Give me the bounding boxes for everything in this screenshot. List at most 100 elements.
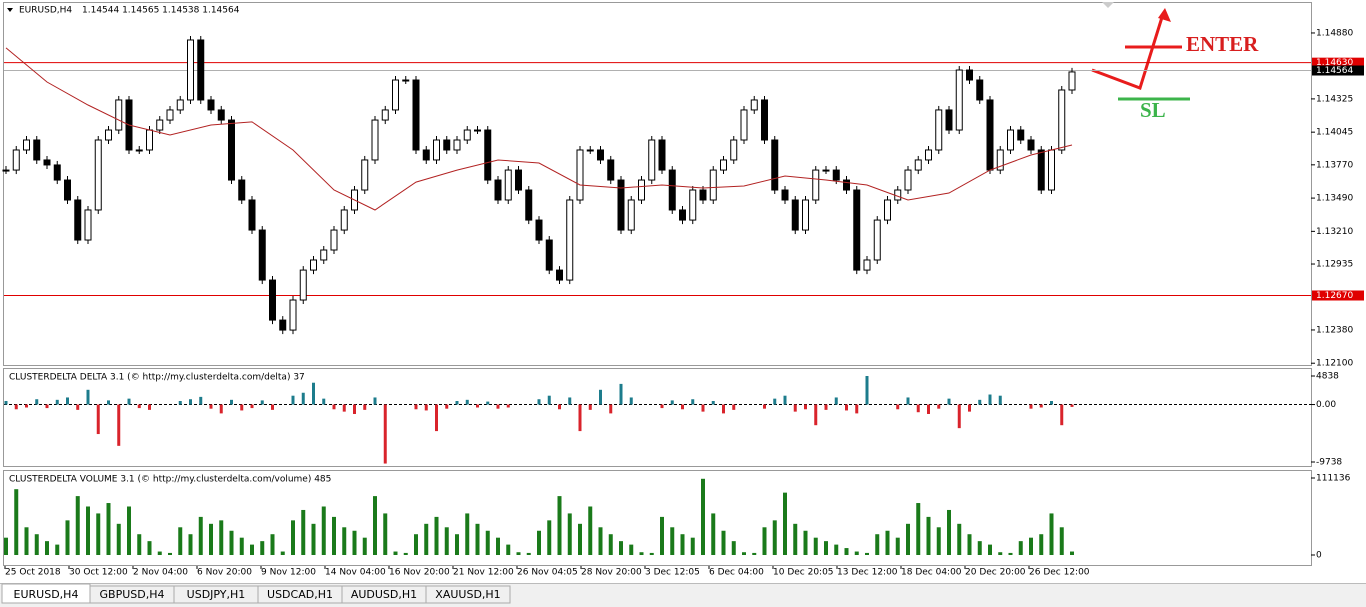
candle-body — [761, 99, 768, 141]
candle-body — [371, 119, 379, 161]
candle-body — [1017, 129, 1025, 141]
volume-title: CLUSTERDELTA VOLUME 3.1 (© http://my.clu… — [9, 475, 331, 485]
tab-label[interactable]: GBPUSD,H4 — [100, 588, 165, 601]
candle-body — [884, 199, 891, 221]
volume-bar — [772, 520, 777, 556]
volume-bar — [137, 534, 142, 556]
delta-bar — [937, 404, 941, 409]
candle — [843, 176, 850, 195]
symbol: EURUSD,H4 — [19, 6, 72, 16]
volume-bar — [250, 544, 254, 556]
candle — [340, 205, 348, 235]
candle-body — [1007, 129, 1014, 151]
tab-label[interactable]: EURUSD,H4 — [14, 588, 79, 601]
candle-body — [484, 129, 492, 181]
candle-body — [2, 169, 10, 172]
candle-body — [740, 109, 748, 141]
candle — [228, 116, 235, 185]
delta-bar — [537, 399, 541, 405]
tab-label[interactable]: XAUUSD,H1 — [435, 588, 500, 601]
candle — [515, 166, 522, 195]
volume-bar — [742, 552, 746, 556]
volume-bar — [1008, 552, 1013, 556]
delta-bar — [506, 404, 510, 408]
candle — [966, 66, 973, 85]
delta-bar — [947, 398, 951, 405]
candle — [750, 95, 758, 114]
candle-body — [299, 269, 307, 301]
candle-body — [12, 149, 20, 171]
candle — [43, 155, 51, 169]
volume-bar — [127, 506, 131, 556]
volume-bar — [998, 552, 1003, 556]
candle — [453, 136, 461, 154]
candle — [443, 136, 451, 154]
volume-bar — [670, 527, 675, 556]
candle-body — [84, 209, 92, 241]
candle-body — [668, 169, 676, 211]
delta-bar — [240, 404, 244, 411]
delta-bar — [619, 383, 623, 405]
candle — [709, 166, 717, 204]
delta-bar — [55, 399, 59, 405]
level-label-box — [1312, 57, 1364, 68]
candle-body — [679, 209, 686, 221]
delta-bar — [865, 376, 869, 405]
delta-bar — [476, 404, 479, 408]
volume-bar — [1039, 534, 1044, 556]
tab-label[interactable]: USDJPY,H1 — [187, 588, 246, 601]
volume-bar — [588, 506, 593, 556]
candle — [238, 176, 246, 204]
delta-bar — [332, 404, 336, 410]
delta-bar — [260, 400, 264, 405]
delta-bar — [45, 404, 49, 409]
volume-bar — [34, 534, 39, 556]
candle — [197, 35, 205, 104]
volume-bar — [895, 537, 900, 556]
candle — [597, 145, 604, 164]
volume-bar — [516, 552, 521, 556]
volume-bar — [906, 523, 910, 556]
volume-bar — [219, 520, 224, 556]
delta-bar — [96, 404, 100, 435]
candle-body — [709, 169, 717, 201]
tab[interactable] — [425, 585, 511, 604]
candle — [310, 255, 317, 275]
delta-bar — [435, 404, 438, 432]
volume-bar — [414, 534, 418, 556]
candle — [914, 155, 922, 175]
volume-bar — [1018, 541, 1023, 556]
x-tick-label: 9 Nov 12:00 — [261, 568, 316, 578]
candle — [84, 205, 92, 245]
candle — [433, 136, 440, 164]
level-label-box — [1312, 290, 1364, 301]
volume-bar — [762, 527, 767, 556]
candle — [884, 195, 891, 225]
candle-body — [925, 149, 932, 161]
candle — [1037, 145, 1045, 195]
volume-bar — [291, 520, 295, 556]
volume-bar — [537, 530, 541, 556]
tab-label[interactable]: AUDUSD,H1 — [351, 588, 417, 601]
x-tick-label: 26 Dec 12:00 — [1029, 568, 1090, 578]
x-tick-label: 28 Nov 20:00 — [581, 568, 642, 578]
candle-body — [904, 169, 912, 191]
candle — [402, 76, 410, 85]
delta-bar — [373, 397, 377, 405]
candle-body — [689, 189, 697, 221]
candle — [207, 95, 215, 114]
volume-bar — [803, 530, 808, 556]
candle — [279, 316, 287, 335]
candle-body — [146, 129, 153, 151]
candle-body — [873, 219, 881, 261]
tab-label[interactable]: USDCAD,H1 — [267, 588, 333, 601]
volume-bar — [721, 530, 726, 556]
delta-bar — [793, 404, 797, 412]
candle — [166, 105, 174, 125]
volume-bar — [854, 551, 859, 556]
delta-bar — [107, 400, 110, 405]
volume-bar — [988, 544, 992, 556]
candle-body — [43, 159, 51, 166]
candle — [986, 95, 994, 175]
delta-bar — [301, 392, 305, 405]
